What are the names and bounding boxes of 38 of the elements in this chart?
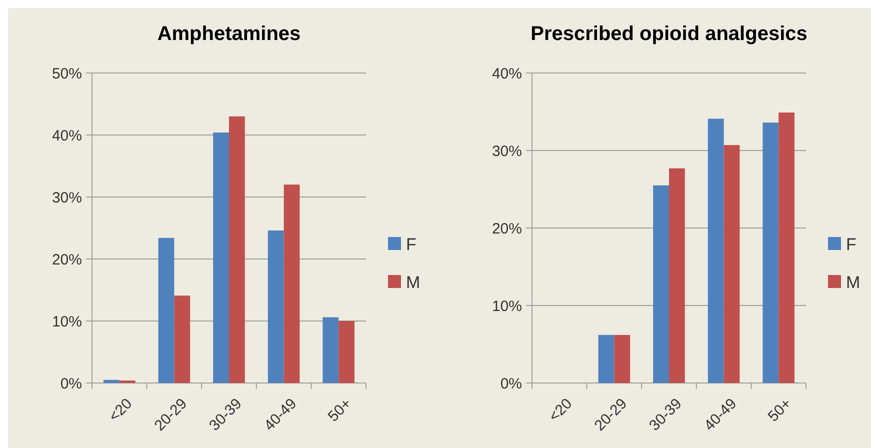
y-tick-label: 10% <box>52 313 82 330</box>
bar <box>614 334 630 383</box>
y-tick-label: 0% <box>60 375 82 392</box>
y-tick-label: 30% <box>52 189 82 206</box>
bar <box>708 118 724 383</box>
x-tick-label: 50+ <box>324 395 356 426</box>
y-tick-label: 40% <box>492 65 522 82</box>
y-tick-label: 20% <box>52 251 82 268</box>
bar <box>174 296 190 383</box>
y-tick-label: 10% <box>492 298 522 315</box>
bar <box>284 184 300 383</box>
bar <box>229 116 245 383</box>
bar <box>653 185 669 383</box>
bar <box>158 238 174 383</box>
bar <box>213 132 229 383</box>
chart-title: Prescribed opioid analgesics <box>530 23 808 45</box>
legend-label: F <box>406 234 416 254</box>
bar <box>598 334 614 383</box>
bar <box>724 145 740 383</box>
bar <box>762 122 779 383</box>
bar <box>104 380 120 383</box>
y-tick-label: 20% <box>492 220 522 238</box>
legend-label: F <box>846 234 856 254</box>
legend-label: M <box>846 272 860 292</box>
bar <box>268 230 284 383</box>
legend-label: M <box>406 272 420 292</box>
bar <box>778 112 794 383</box>
bar <box>669 168 685 383</box>
chart-title: Amphetamines <box>157 23 301 45</box>
x-tick-label: <20 <box>546 395 576 426</box>
bar <box>322 317 339 383</box>
y-tick-label: 40% <box>52 127 82 144</box>
y-tick-label: 0% <box>500 375 522 392</box>
x-tick-label: <20 <box>106 395 136 426</box>
y-tick-label: 50% <box>52 65 82 82</box>
y-tick-label: 30% <box>492 142 522 160</box>
bar <box>338 321 354 383</box>
x-tick-label: 50+ <box>764 395 796 426</box>
